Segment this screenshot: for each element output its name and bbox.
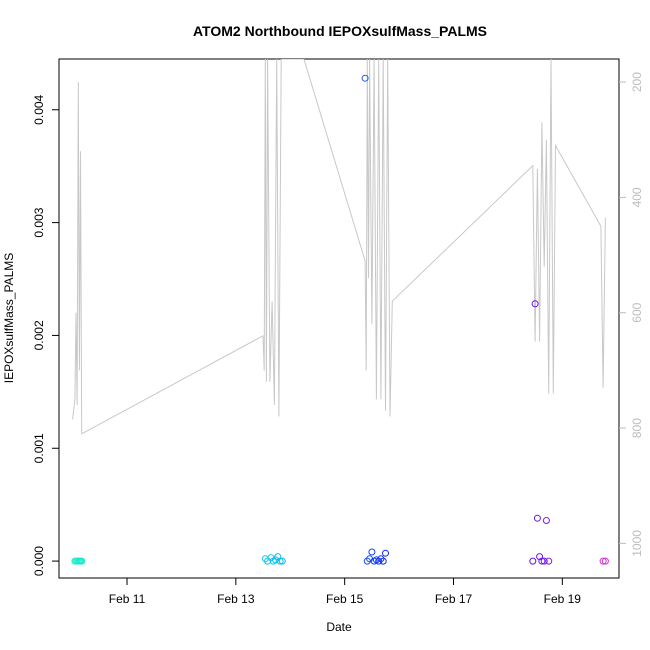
- data-point: [542, 517, 550, 524]
- data-point: [531, 300, 539, 308]
- x-tick-label: Feb 13: [217, 592, 255, 606]
- y-tick-label: 0.002: [32, 320, 46, 350]
- data-point: [529, 557, 537, 565]
- data-point: [533, 514, 541, 522]
- data-point: [375, 557, 383, 565]
- y2-tick-label: 400: [630, 187, 644, 207]
- x-axis: Feb 11 Feb 13 Feb 15 Feb 17 Feb 19: [109, 578, 582, 606]
- y2-tick-label: 1000: [630, 530, 644, 557]
- y2-tick-label: 600: [630, 302, 644, 322]
- y-axis: 0.000 0.001 0.002 0.003 0.004: [32, 94, 59, 576]
- x-tick-label: Feb 17: [435, 592, 473, 606]
- y-tick-label: 0.004: [32, 94, 46, 124]
- data-point: [599, 557, 607, 565]
- data-point: [361, 74, 369, 82]
- y-tick-label: 0.001: [32, 433, 46, 463]
- data-point: [276, 557, 284, 565]
- x-tick-label: Feb 19: [544, 592, 582, 606]
- chart-title: ATOM2 Northbound IEPOXsulfMass_PALMS: [193, 23, 487, 39]
- x-tick-label: Feb 11: [109, 592, 146, 606]
- grey-trace: [72, 59, 606, 435]
- y2-tick-label: 200: [630, 72, 644, 92]
- data-point: [379, 557, 387, 565]
- x-tick-label: Feb 15: [326, 592, 364, 606]
- right-axis: 200 400 600 800 1000: [619, 72, 644, 557]
- data-point: [368, 548, 376, 556]
- y-tick-label: 0.003: [32, 207, 46, 237]
- grey-trace-line: [72, 59, 606, 435]
- data-point: [601, 557, 609, 565]
- x-axis-label: Date: [326, 620, 352, 634]
- y-tick-label: 0.000: [32, 546, 46, 576]
- data-point: [377, 555, 385, 563]
- data-point: [545, 557, 553, 565]
- plot-frame: [58, 58, 620, 579]
- data-point: [382, 549, 389, 557]
- data-point: [363, 557, 371, 565]
- data-point: [538, 557, 546, 565]
- y-axis-label: IEPOXsulfMass_PALMS: [2, 253, 16, 384]
- y2-tick-label: 800: [630, 418, 644, 438]
- data-point: [278, 557, 286, 565]
- data-points: [71, 74, 609, 565]
- data-point: [78, 557, 86, 565]
- data-point: [540, 557, 548, 565]
